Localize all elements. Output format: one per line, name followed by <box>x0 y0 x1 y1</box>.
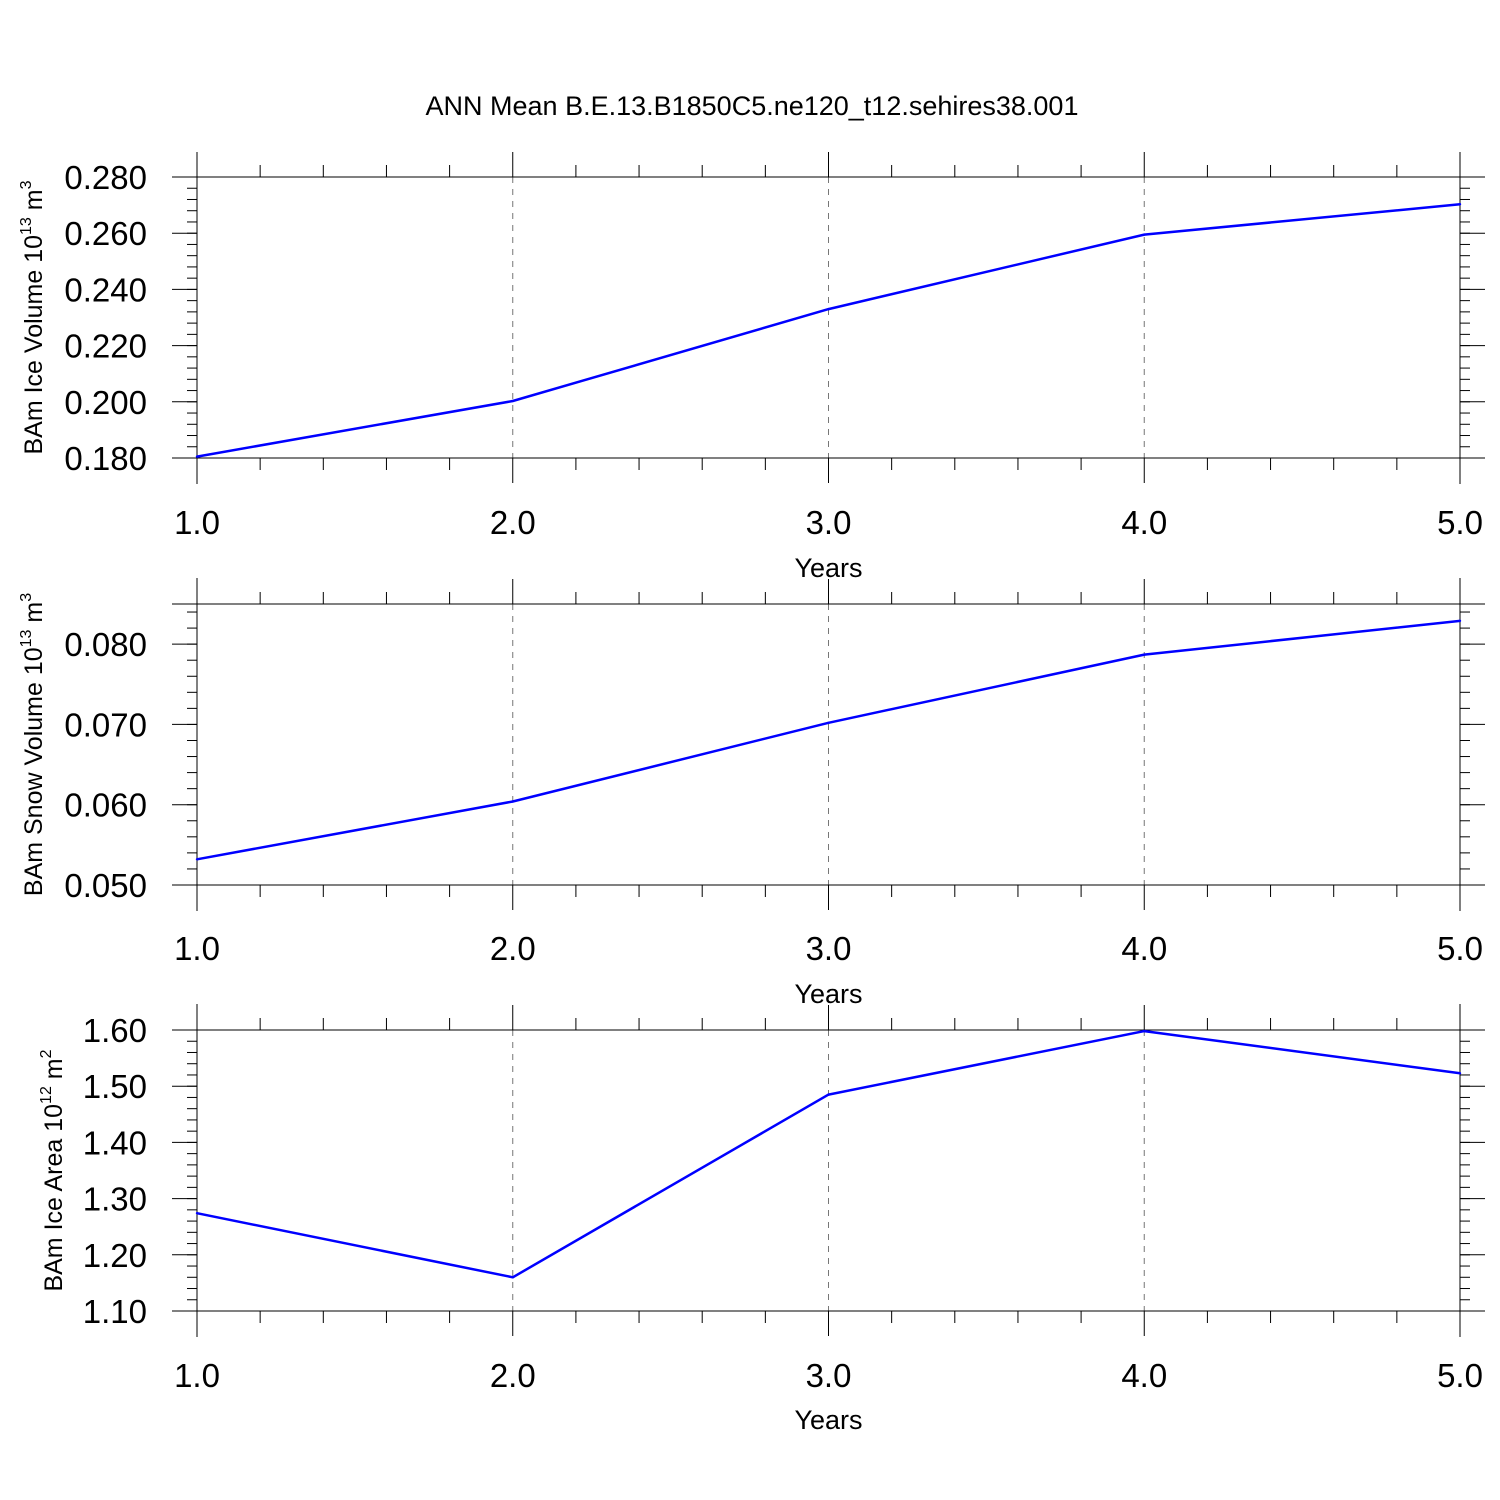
data-point <box>511 800 514 803</box>
data-point <box>1458 1072 1462 1075</box>
x-tick-label: 1.0 <box>174 1357 220 1394</box>
data-point <box>511 1276 514 1279</box>
y-axis-label: BAm Ice Area 1012 m2 <box>38 1049 68 1291</box>
data-point <box>511 399 514 403</box>
data-point <box>827 307 830 311</box>
x-axis-label: Years <box>794 979 862 1009</box>
x-tick-label: 5.0 <box>1437 504 1483 541</box>
data-point <box>195 858 199 861</box>
x-tick-label: 4.0 <box>1121 930 1167 967</box>
x-tick-label: 1.0 <box>174 930 220 967</box>
x-tick-label: 4.0 <box>1121 504 1167 541</box>
data-point <box>1143 653 1146 656</box>
y-tick-label: 0.260 <box>64 215 147 252</box>
x-tick-label: 3.0 <box>806 930 852 967</box>
y-tick-label: 0.060 <box>64 787 147 824</box>
x-tick-label: 2.0 <box>490 930 536 967</box>
y-tick-label: 1.20 <box>83 1237 147 1274</box>
data-point <box>827 721 830 725</box>
y-tick-label: 1.50 <box>83 1068 147 1105</box>
x-tick-label: 4.0 <box>1121 1357 1167 1394</box>
y-tick-label: 0.050 <box>64 867 147 904</box>
y-tick-label: 0.220 <box>64 328 147 365</box>
x-tick-label: 2.0 <box>490 504 536 541</box>
x-tick-label: 3.0 <box>806 1357 852 1394</box>
data-point <box>195 1212 199 1215</box>
data-point <box>1458 619 1462 623</box>
y-tick-label: 0.240 <box>64 271 147 308</box>
panel-3: 1.0 2.0 3.0 4.0 5.0 1.10 1.20 1.30 1.40 1.50 1.60 Y… <box>38 1004 1485 1435</box>
data-point <box>1143 1029 1146 1033</box>
data-point <box>1143 233 1146 236</box>
data-point <box>827 1093 830 1096</box>
y-tick-label: 1.10 <box>83 1293 147 1330</box>
y-tick-label: 1.40 <box>83 1124 147 1161</box>
y-tick-label: 0.280 <box>64 159 147 196</box>
y-tick-label: 0.070 <box>64 706 147 743</box>
x-tick-label: 3.0 <box>806 504 852 541</box>
y-tick-label: 1.30 <box>83 1181 147 1218</box>
panels: 1.0 2.0 3.0 4.0 5.0 0.180 0.200 0.220 0.240 0.260… <box>18 152 1485 1435</box>
panel-2: 1.0 2.0 3.0 4.0 5.0 0.050 0.060 0.070 0.080 Years… <box>18 578 1485 1009</box>
figure-title: ANN Mean B.E.13.B1850C5.ne120_t12.sehire… <box>426 91 1079 121</box>
x-tick-label: 5.0 <box>1437 930 1483 967</box>
y-tick-label: 0.080 <box>64 626 147 663</box>
x-tick-label: 2.0 <box>490 1357 536 1394</box>
data-point <box>1458 203 1462 206</box>
y-tick-label: 1.60 <box>83 1012 147 1049</box>
data-point <box>195 455 199 458</box>
x-tick-label: 5.0 <box>1437 1357 1483 1394</box>
y-tick-label: 0.180 <box>64 440 147 477</box>
x-tick-label: 1.0 <box>174 504 220 541</box>
y-axis-label: BAm Snow Volume 1013 m3 <box>18 593 48 896</box>
x-axis-label: Years <box>794 1405 862 1435</box>
x-axis-label: Years <box>794 553 862 583</box>
y-axis-label: BAm Ice Volume 1013 m3 <box>18 180 48 454</box>
y-tick-label: 0.200 <box>64 384 147 421</box>
panel-1: 1.0 2.0 3.0 4.0 5.0 0.180 0.200 0.220 0.240 0.260… <box>18 152 1485 583</box>
